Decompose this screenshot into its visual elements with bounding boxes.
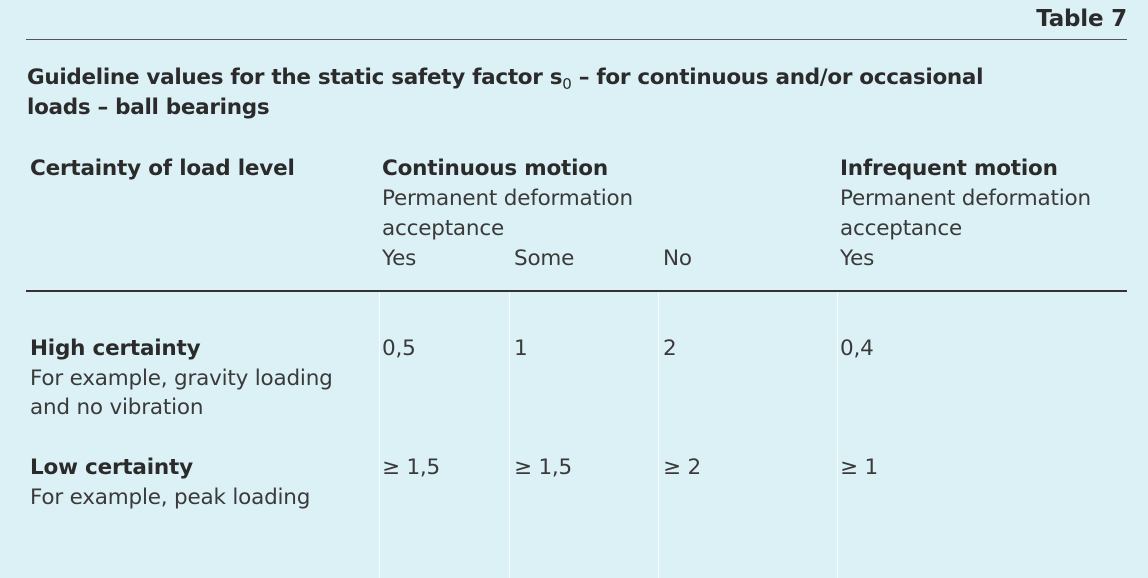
header-infrequent-subcol-yes: Yes: [840, 246, 875, 271]
title-text: Guideline values for the static safety f…: [27, 65, 563, 90]
top-divider: [26, 39, 1127, 40]
table-cell: 2: [663, 336, 677, 361]
table-number-label: Table 7: [1036, 6, 1127, 32]
header-subcol-yes: Yes: [382, 246, 417, 271]
header-divider: [26, 290, 1127, 292]
column-separator: [658, 292, 659, 578]
column-separator: [837, 292, 838, 578]
row-description: For example, peak loading: [30, 485, 311, 510]
title-text-continued: – for continuous and/or occasional: [571, 65, 984, 90]
row-label-high-certainty: High certainty: [30, 336, 201, 361]
table-cell: ≥ 1: [840, 455, 878, 480]
header-subcol-no: No: [663, 246, 692, 271]
table-cell: 0,5: [382, 336, 416, 361]
table-cell: ≥ 1,5: [514, 455, 573, 480]
table-cell: ≥ 2: [663, 455, 701, 480]
row-description: and no vibration: [30, 395, 204, 420]
header-infrequent-subtitle-line2: acceptance: [840, 216, 962, 241]
header-certainty-of-load-level: Certainty of load level: [30, 156, 295, 181]
title-line-2: loads – ball bearings: [27, 95, 270, 120]
column-separator: [509, 292, 510, 578]
header-subcol-some: Some: [514, 246, 575, 271]
table-title: Guideline values for the static safety f…: [27, 63, 1017, 123]
row-label-low-certainty: Low certainty: [30, 455, 193, 480]
header-continuous-subtitle-line1: Permanent deformation: [382, 186, 633, 211]
column-separator: [379, 292, 380, 578]
header-continuous-subtitle-line2: acceptance: [382, 216, 504, 241]
header-continuous-motion: Continuous motion: [382, 156, 608, 181]
header-infrequent-subtitle-line1: Permanent deformation: [840, 186, 1091, 211]
table-cell: 1: [514, 336, 528, 361]
row-description: For example, gravity loading: [30, 366, 333, 391]
header-infrequent-motion: Infrequent motion: [840, 156, 1058, 181]
table-cell: 0,4: [840, 336, 874, 361]
title-subscript: 0: [562, 75, 572, 93]
table-cell: ≥ 1,5: [382, 455, 441, 480]
